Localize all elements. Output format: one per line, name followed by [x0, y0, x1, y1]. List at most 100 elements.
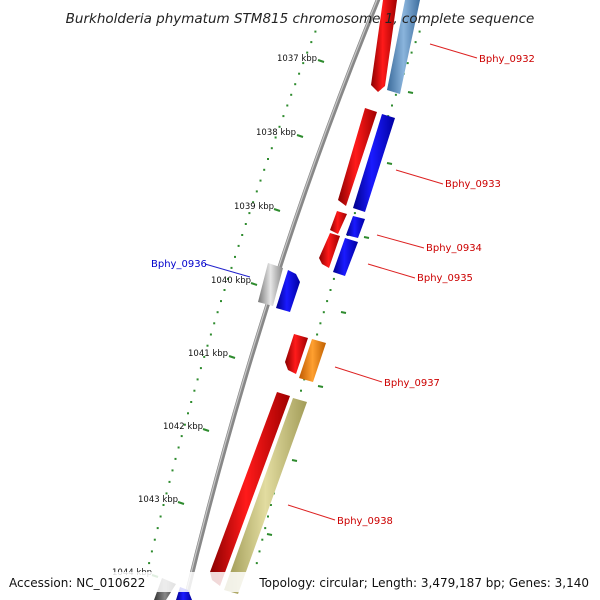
scale-dot [174, 457, 177, 460]
gene-bphy-0937[interactable] [299, 339, 326, 382]
scale-dot [298, 72, 301, 75]
accession-text: Accession: NC_010622 [9, 576, 145, 590]
leader-bphy-0938 [287, 504, 336, 521]
scale-dot [418, 30, 421, 33]
scale-dot [267, 158, 269, 160]
leader-bphy-0933 [395, 169, 444, 185]
gene-bphy-0938[interactable] [224, 398, 307, 594]
scale-dot [150, 550, 153, 553]
tick-label: 1043 kbp [138, 495, 178, 505]
scale-dot [278, 125, 281, 128]
scale-dot [252, 201, 255, 204]
leader-bphy-0932 [429, 43, 478, 59]
tick-mark [317, 59, 325, 63]
tick-mark [340, 311, 347, 314]
scale-dot [319, 322, 322, 325]
gene-label-bphy-0933[interactable]: Bphy_0933 [445, 179, 501, 190]
scale-dot [274, 136, 277, 139]
scale-dot [220, 300, 222, 303]
scale-dot [223, 289, 226, 291]
scale-dot [241, 234, 244, 236]
gene-bphy-0937-red[interactable] [285, 334, 308, 374]
scale-dot [300, 389, 302, 392]
scale-dot [190, 401, 193, 403]
scale-dot [314, 30, 317, 33]
leader-bphy-0934 [376, 234, 425, 249]
gene-label-bphy-0935[interactable]: Bphy_0935 [417, 273, 473, 284]
scale-dot [286, 104, 289, 107]
scale-dot [267, 515, 269, 518]
scale-dot [165, 492, 168, 495]
gene-label-bphy-0937[interactable]: Bphy_0937 [384, 378, 440, 389]
scale-dot [230, 266, 233, 269]
scale-dot [162, 504, 165, 506]
scale-dot [270, 147, 273, 150]
gene-bphy-0938-red[interactable] [210, 392, 290, 586]
scale-dot [316, 333, 319, 336]
scale-dot [302, 62, 305, 65]
gene-bphy-0935-red[interactable] [319, 233, 340, 268]
leader-bphy-0935 [367, 263, 416, 279]
page-title: Burkholderia phymatum STM815 chromosome … [66, 11, 535, 27]
scale-dot [258, 550, 261, 553]
gene-bphy-0932[interactable] [387, 0, 420, 94]
gene-label-bphy-0936[interactable]: Bphy_0936 [151, 259, 207, 270]
gene-label-bphy-0934[interactable]: Bphy_0934 [426, 243, 482, 254]
scale-dots-inner [148, 30, 317, 565]
scale-dot [261, 538, 264, 541]
scale-dot [406, 62, 409, 65]
tick-label: 1040 kbp [211, 276, 251, 286]
tick-mark [363, 236, 370, 239]
tick-mark [386, 162, 393, 165]
tick-mark [296, 134, 304, 138]
scale-dot [206, 344, 209, 347]
scale-dot [326, 300, 329, 303]
scale-dot [199, 367, 202, 370]
scale-dot [269, 504, 272, 506]
scale-dot [244, 223, 247, 225]
gene-bphy-0932-red[interactable] [371, 0, 397, 92]
gene-bphy-0934-red[interactable] [330, 211, 347, 234]
scale-dot [290, 93, 293, 96]
scale-dot [322, 311, 325, 314]
scale-dot [187, 412, 189, 415]
tick-mark [228, 355, 236, 359]
scale-dot [159, 515, 162, 518]
scale-dot [237, 244, 240, 247]
outer-ticks [266, 91, 414, 536]
tick-label: 1042 kbp [163, 422, 203, 432]
gene-bphy-0934[interactable] [346, 216, 365, 238]
gene-label-bphy-0938[interactable]: Bphy_0938 [337, 516, 393, 527]
leader-bphy-0936 [204, 263, 251, 278]
gene-bphy-0936-grey[interactable] [258, 263, 283, 306]
tick-mark [266, 533, 273, 536]
tick-mark [273, 208, 281, 212]
gene-bphy-0933[interactable] [353, 114, 395, 212]
scale-dot [213, 322, 216, 325]
scale-dot [171, 469, 174, 472]
gene-bphy-0933-red[interactable] [338, 108, 377, 206]
scale-dot [410, 51, 413, 54]
tick-label: 1041 kbp [188, 349, 228, 359]
tick-label: 1039 kbp [234, 202, 274, 212]
sequence-info-text: Topology: circular; Length: 3,479,187 bp… [258, 576, 589, 590]
gene-bphy-0935[interactable] [333, 238, 358, 276]
scale-dot [255, 190, 258, 193]
scale-dot [306, 51, 309, 54]
scale-dot [394, 93, 397, 96]
gene-bphy-0936[interactable] [276, 270, 300, 312]
tick-mark [250, 282, 258, 286]
scale-dot [216, 311, 219, 314]
scale-dot [263, 168, 266, 171]
tick-label: 1037 kbp [277, 54, 317, 64]
gene-label-bphy-0932[interactable]: Bphy_0932 [479, 54, 535, 65]
scale-dot [168, 480, 171, 483]
scale-dot [177, 446, 180, 449]
scale-dot [180, 435, 183, 438]
scale-dot [259, 179, 262, 182]
scale-dot [227, 277, 229, 280]
leader-lines [204, 43, 478, 521]
scale-dot [153, 538, 156, 541]
scale-dot [255, 562, 258, 565]
